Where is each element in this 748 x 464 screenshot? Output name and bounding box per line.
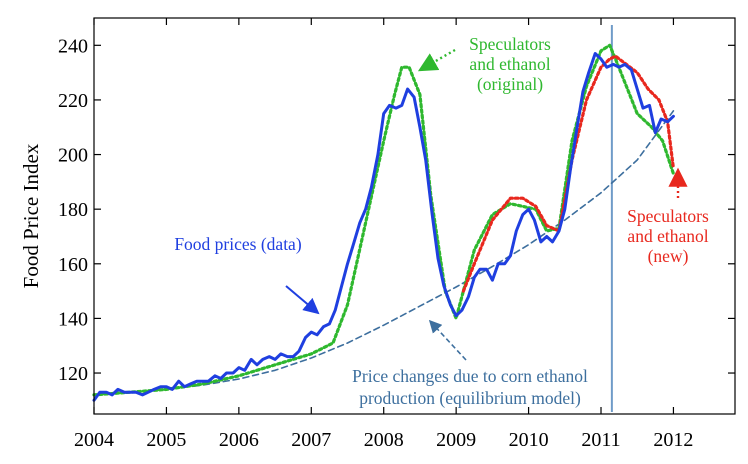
x-tick-label: 2007: [291, 429, 331, 451]
annotation-new-line: (new): [648, 246, 689, 266]
annotation-original-line: Speculators: [469, 34, 551, 54]
y-tick-label: 160: [58, 254, 88, 276]
x-tick-label: 2008: [364, 429, 404, 451]
annotation-new-line: and ethanol: [627, 226, 708, 246]
plot-frame: [93, 17, 736, 415]
original-model-series-line: [92, 43, 675, 397]
annotation-equilibrium-line: Price changes due to corn ethanol: [352, 366, 588, 386]
x-tick-label: 2010: [509, 429, 549, 451]
data-series-line: [92, 52, 675, 402]
y-axis-title: Food Price Index: [19, 143, 43, 288]
annotation-original-line: and ethanol: [469, 54, 550, 74]
annotation-original-line: (original): [477, 74, 543, 94]
x-tick-label: 2004: [74, 429, 114, 451]
y-tick-label: 240: [58, 35, 88, 57]
y-tick-label: 120: [58, 363, 88, 385]
x-tick-label: 2012: [653, 429, 693, 451]
new-model-series-line: [461, 54, 675, 293]
y-tick-label: 220: [58, 90, 88, 112]
annotation-data-line: Food prices (data): [174, 234, 301, 254]
original-arrow: [417, 48, 456, 72]
y-tick-label: 140: [58, 308, 88, 330]
equilibrium-arrow: [428, 319, 467, 361]
equilibrium-model-series-line: [93, 110, 675, 396]
x-tick-label: 2009: [436, 429, 476, 451]
x-tick-label: 2006: [219, 429, 259, 451]
y-tick-label: 180: [58, 199, 88, 221]
x-tick-label: 2005: [146, 429, 186, 451]
annotation-new-line: Speculators: [627, 206, 709, 226]
data-arrow: [285, 285, 320, 315]
x-tick-label: 2011: [581, 429, 620, 451]
annotation-equilibrium-line: production (equilibrium model): [359, 388, 581, 408]
y-tick-label: 200: [58, 145, 88, 167]
